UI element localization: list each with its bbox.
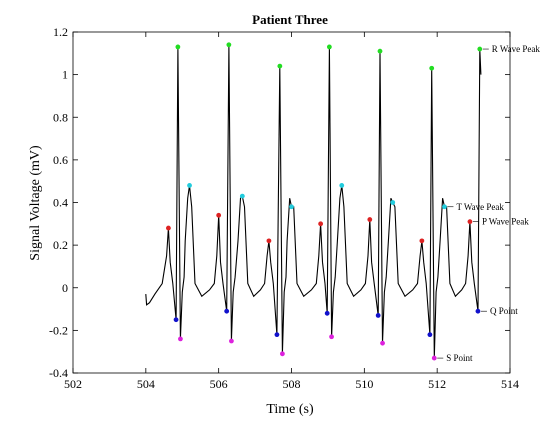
- y-tick-label: 1.2: [53, 25, 68, 39]
- y-tick-label: 0.2: [53, 238, 68, 252]
- q-point-marker: [475, 308, 481, 314]
- plot-area: R Wave Peak T Wave Peak P Wave Peak Q Point…: [145, 42, 541, 363]
- x-axis-label: Time (s): [266, 402, 314, 417]
- t-wave-peak-marker: [239, 193, 245, 199]
- annotation-label: S Point: [446, 353, 473, 363]
- y-tick-label: 0.4: [53, 196, 68, 210]
- s-point-marker: [279, 351, 285, 357]
- p-wave-peak-marker: [318, 221, 324, 227]
- r-wave-peak-marker: [277, 63, 283, 69]
- q-point-marker: [324, 310, 330, 316]
- y-tick-label: -0.4: [49, 366, 68, 380]
- s-point-marker: [329, 334, 334, 340]
- plot-frame: [72, 31, 511, 374]
- p-wave-peak-marker: [216, 212, 222, 218]
- s-point-marker: [380, 340, 385, 346]
- r-wave-peak-marker: [477, 46, 483, 52]
- ecg-signal-line: [145, 44, 482, 359]
- q-point-marker: [173, 317, 179, 323]
- x-tick-label: 508: [283, 377, 301, 391]
- y-tick-label: 0.8: [53, 110, 68, 124]
- x-tick-label: 506: [210, 377, 228, 391]
- r-wave-peak-marker: [429, 65, 435, 71]
- y-tick-label: 0: [62, 281, 68, 295]
- q-point-marker: [427, 332, 433, 338]
- r-wave-peak-marker: [326, 44, 332, 50]
- p-wave-peak-marker: [266, 238, 272, 244]
- p-wave-peak-marker: [467, 219, 473, 225]
- p-wave-peak-marker: [166, 225, 171, 231]
- annotation-label: T Wave Peak: [456, 202, 504, 212]
- axes: 502 504 506 508 510 512 514 -0.4 -0.2 0 0.2 0.4 0.6 0…: [49, 25, 519, 391]
- t-wave-peak-marker: [390, 200, 396, 205]
- annotation-label: Q Point: [490, 306, 518, 316]
- y-tick-label: 0.6: [53, 153, 68, 167]
- x-tick-label: 512: [428, 377, 446, 391]
- s-point-marker: [178, 336, 183, 342]
- r-wave-peak-marker: [175, 44, 181, 50]
- x-tick-label: 504: [137, 377, 155, 391]
- x-tick-label: 514: [501, 377, 519, 391]
- p-wave-peak-marker: [367, 217, 373, 222]
- s-point-marker: [229, 338, 234, 344]
- y-tick-label: -0.2: [49, 323, 68, 337]
- x-tick-label: 502: [64, 377, 82, 391]
- s-point-marker: [431, 355, 437, 361]
- t-wave-peak-marker: [339, 183, 345, 188]
- t-wave-peak-marker: [289, 204, 294, 210]
- q-point-marker: [274, 332, 280, 338]
- p-wave-peak-marker: [419, 238, 425, 244]
- y-tick-label: 1: [62, 68, 68, 82]
- r-wave-peak-marker: [226, 42, 232, 48]
- chart-title: Patient Three: [252, 12, 328, 27]
- q-point-marker: [224, 308, 230, 314]
- q-point-marker: [375, 313, 381, 318]
- r-wave-peak-marker: [377, 48, 383, 54]
- x-tick-label: 510: [355, 377, 373, 391]
- annotation-label: R Wave Peak: [492, 44, 541, 54]
- y-axis-label: Signal Voltage (mV): [28, 145, 43, 261]
- annotation-label: P Wave Peak: [482, 217, 529, 227]
- t-wave-peak-marker: [442, 204, 447, 210]
- t-wave-peak-marker: [187, 183, 192, 188]
